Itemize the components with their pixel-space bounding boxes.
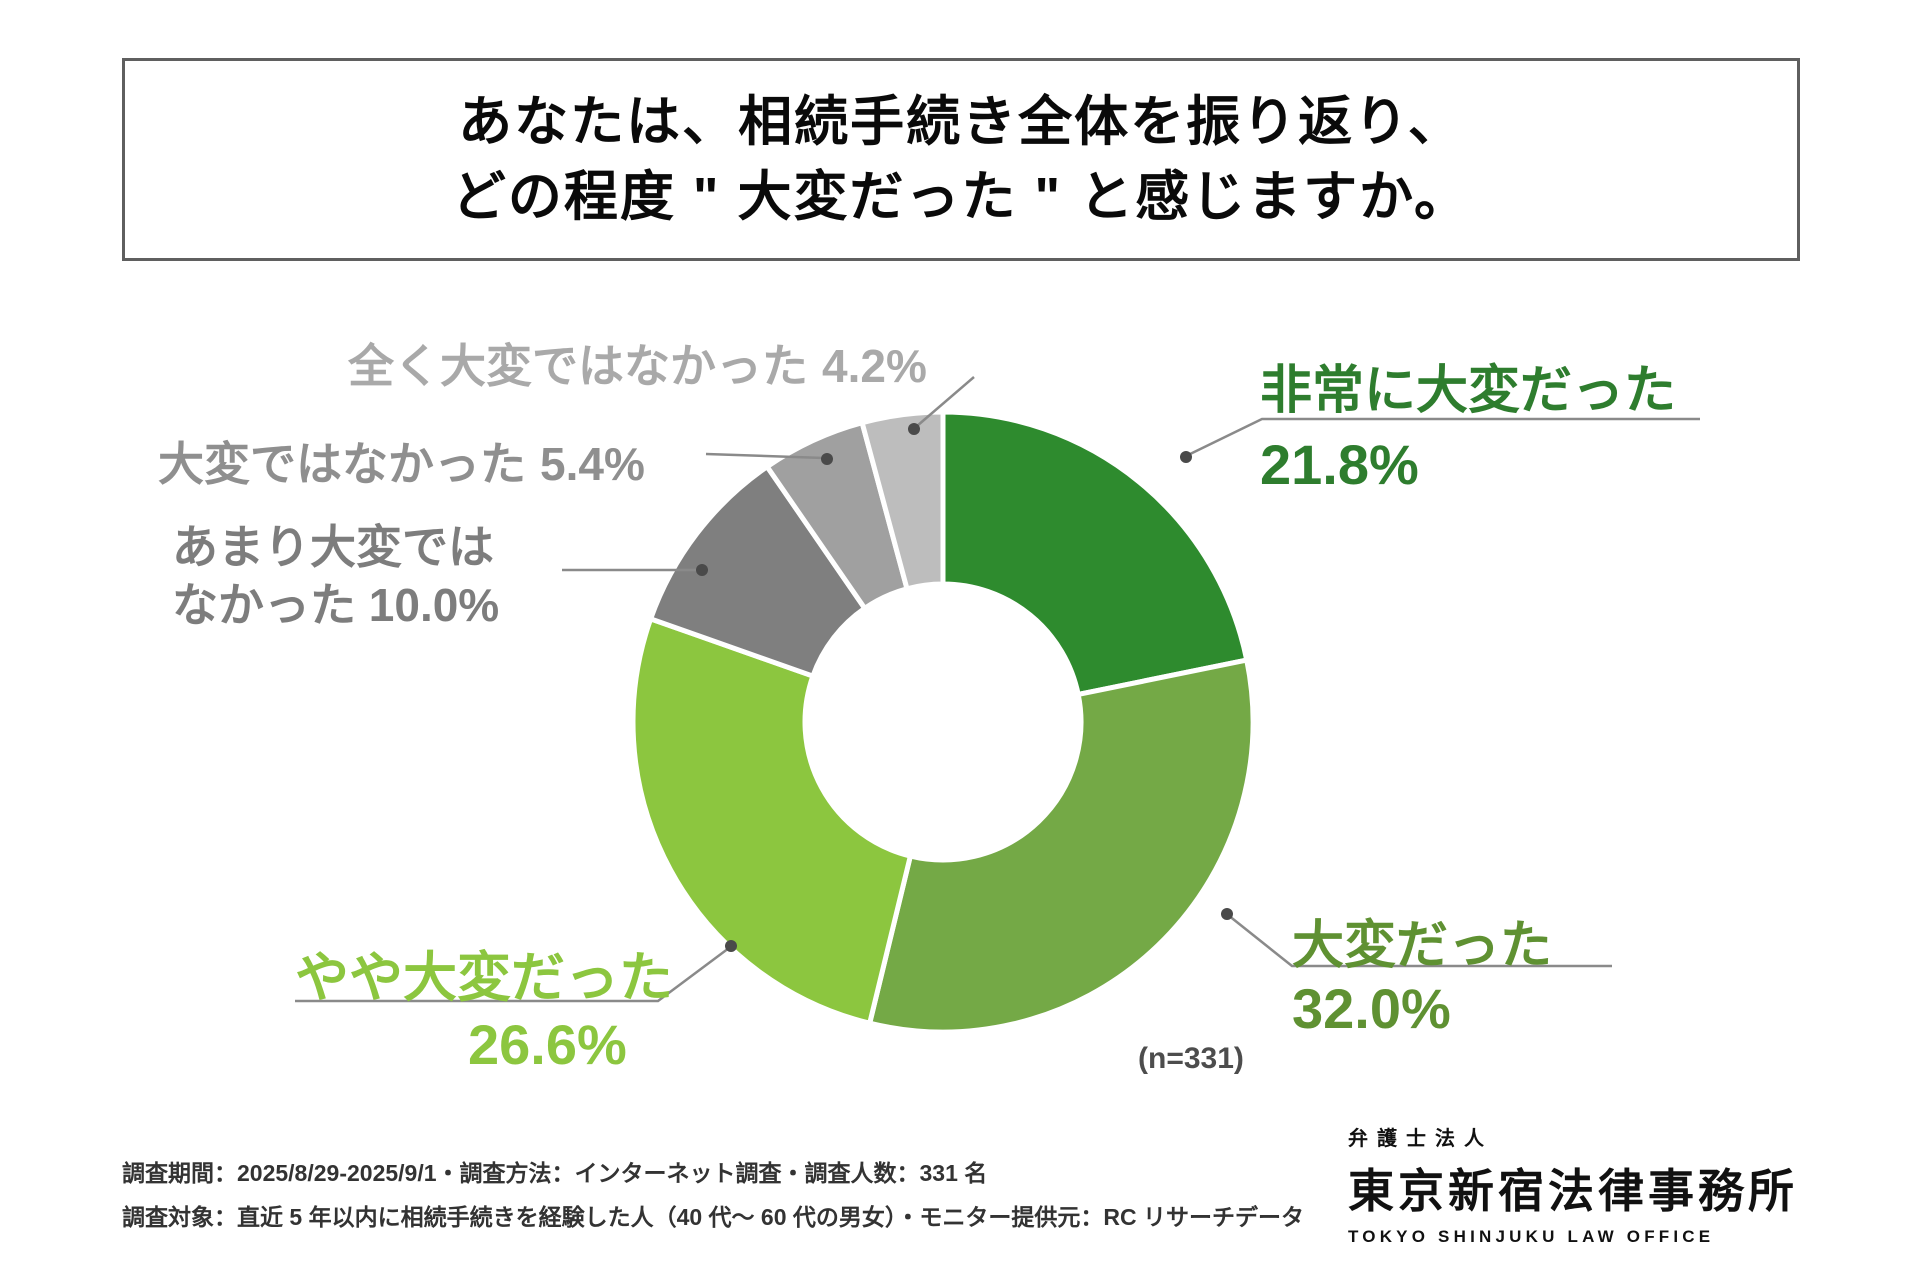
- logo-corporate-type: 弁護士法人: [1348, 1128, 1493, 1150]
- page-title-line2: どの程度 " 大変だった " と感じますか。: [451, 166, 1471, 227]
- leader-dot-not-hard: [821, 453, 833, 465]
- segment-label-not-very-hard: あまり大変では なかった 10.0%: [172, 518, 499, 635]
- segment-pct-somewhat-hard: 26.6%: [468, 1013, 627, 1076]
- segment-label-not-very-hard-line2: なかった 10.0%: [172, 579, 500, 632]
- leader-line-hard: [1227, 914, 1612, 968]
- logo-company-name-en: TOKYO SHINJUKU LAW OFFICE: [1348, 1227, 1715, 1246]
- survey-notes: 調査期間：2025/8/29-2025/9/1・調査方法：インターネット調査・調…: [122, 1152, 1304, 1239]
- survey-note-line2: 調査対象：直近 5 年以内に相続手続きを経験した人（40 代〜 60 代の男女）…: [122, 1203, 1305, 1230]
- segment-label-not-hard-text: 大変ではなかった: [158, 438, 526, 490]
- segment-label-somewhat-hard: やや大変だった: [295, 948, 673, 1008]
- leader-line-not-hard: [705, 452, 825, 460]
- donut-segment-hard: [867, 657, 1256, 1035]
- segment-label-not-hard-at-all: 全く大変ではなかった 4.2%: [348, 330, 927, 396]
- segment-pct-very-hard: 21.8%: [1260, 433, 1419, 496]
- sample-size-label: (n=331): [1138, 1042, 1244, 1075]
- leader-line-not-hard-at-all: [916, 376, 975, 427]
- leader-dot-very-hard: [1180, 451, 1192, 463]
- company-logo: 弁護士法人 東京新宿法律事務所 TOKYO SHINJUKU LAW OFFIC…: [1348, 1122, 1808, 1247]
- segment-pct-not-hard-at-all: 4.2%: [822, 340, 927, 392]
- page-title-line1: あなたは、相続手続き全体を振り返り、: [458, 92, 1464, 153]
- segment-pct-hard: 32.0%: [1292, 977, 1451, 1040]
- leader-dot-hard: [1221, 908, 1233, 920]
- segment-label-not-hard: 大変ではなかった 5.4%: [158, 428, 645, 494]
- segment-label-very-hard: 非常に大変だった: [1260, 362, 1677, 420]
- leader-dot-not-very-hard: [696, 564, 708, 576]
- leader-lines: [295, 376, 1700, 1003]
- leader-line-somewhat-hard: [295, 946, 730, 1003]
- segment-label-hard: 大変だった: [1292, 917, 1553, 975]
- donut-segments: [630, 409, 1256, 1035]
- leader-dots: [696, 423, 1233, 952]
- donut-segment-very-hard: [940, 409, 1250, 697]
- segment-pct-not-hard: 5.4%: [540, 438, 645, 490]
- donut-segment-somewhat-hard: [630, 616, 913, 1026]
- donut-segment-not-hard-at-all: [859, 409, 946, 592]
- logo-company-name: 東京新宿法律事務所: [1348, 1165, 1798, 1217]
- segment-label-not-hard-at-all-text: 全く大変ではなかった: [348, 340, 808, 392]
- segment-label-not-very-hard-line1: あまり大変では: [172, 521, 494, 573]
- leader-dot-not-hard-at-all: [908, 423, 920, 435]
- title-box: あなたは、相続手続き全体を振り返り、 どの程度 " 大変だった " と感じますか…: [122, 58, 1800, 261]
- leader-line-very-hard: [1185, 417, 1700, 458]
- leader-dot-somewhat-hard: [725, 940, 737, 952]
- survey-note-line1: 調査期間：2025/8/29-2025/9/1・調査方法：インターネット調査・調…: [122, 1160, 988, 1186]
